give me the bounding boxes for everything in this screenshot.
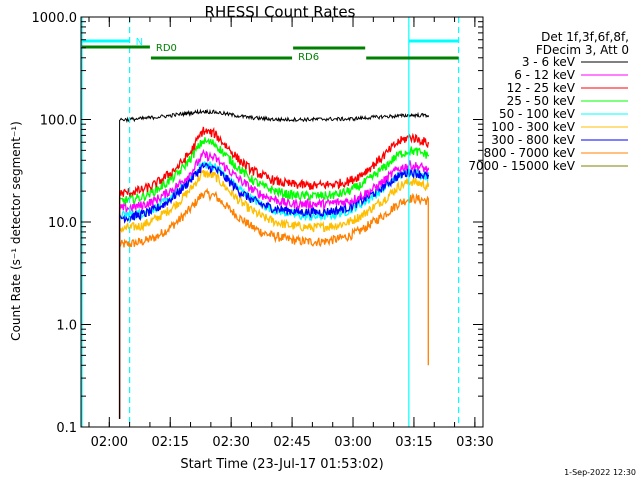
- y-axis-label: Count Rate (s⁻¹ detector segment⁻¹): [9, 121, 23, 341]
- attenuator-annotations: N RD0 RD6: [82, 37, 459, 63]
- axes: 0.1 1.0 10.0 100.0 1000.0 02:00 02:15 02:30 02:4…: [32, 11, 494, 450]
- x-tick-label: 03:30: [456, 435, 493, 450]
- x-tick-label: 02:00: [91, 435, 128, 450]
- legend: Det 1f,3f,6f,8f,FDecim 3, Att 03 - 6 keV…: [468, 30, 629, 173]
- legend-label: 300 - 800 keV: [491, 133, 575, 147]
- timestamp: 1-Sep-2022 12:30: [564, 468, 636, 477]
- legend-label: 3 - 6 keV: [522, 55, 576, 69]
- x-tick-label: 03:00: [334, 435, 371, 450]
- annotation-label: RD0: [156, 43, 177, 54]
- y-tick-label: 10.0: [48, 216, 77, 231]
- y-tick-label: 1000.0: [32, 11, 78, 26]
- series-line: [118, 169, 429, 419]
- y-tick-label: 0.1: [56, 421, 77, 436]
- legend-label: 100 - 300 keV: [491, 120, 575, 134]
- legend-label: 6 - 12 keV: [514, 68, 576, 82]
- y-tick-label: 100.0: [40, 114, 77, 129]
- x-tick-label: 02:15: [151, 435, 188, 450]
- legend-label: 25 - 50 keV: [507, 94, 576, 108]
- series-line: [118, 148, 429, 419]
- annotation-label: N: [136, 37, 143, 48]
- legend-label: 800 - 7000 keV: [484, 146, 576, 160]
- legend-header: Det 1f,3f,6f,8f,: [541, 30, 629, 44]
- series-line: [118, 126, 429, 419]
- x-tick-label: 02:30: [212, 435, 249, 450]
- legend-label: 50 - 100 keV: [499, 107, 576, 121]
- legend-header: FDecim 3, Att 0: [536, 43, 629, 57]
- y-tick-label: 1.0: [56, 319, 77, 334]
- series-line: [119, 108, 429, 419]
- series-line: [118, 187, 429, 387]
- series-layer: [118, 108, 429, 419]
- series-line: [118, 137, 429, 419]
- x-tick-label: 02:45: [273, 435, 310, 450]
- legend-label: 7000 - 15000 keV: [468, 159, 575, 173]
- legend-label: 12 - 25 keV: [507, 81, 576, 95]
- x-tick-label: 03:15: [395, 435, 432, 450]
- x-axis-label: Start Time (23-Jul-17 01:53:02): [180, 457, 383, 472]
- annotation-label: RD6: [298, 52, 319, 63]
